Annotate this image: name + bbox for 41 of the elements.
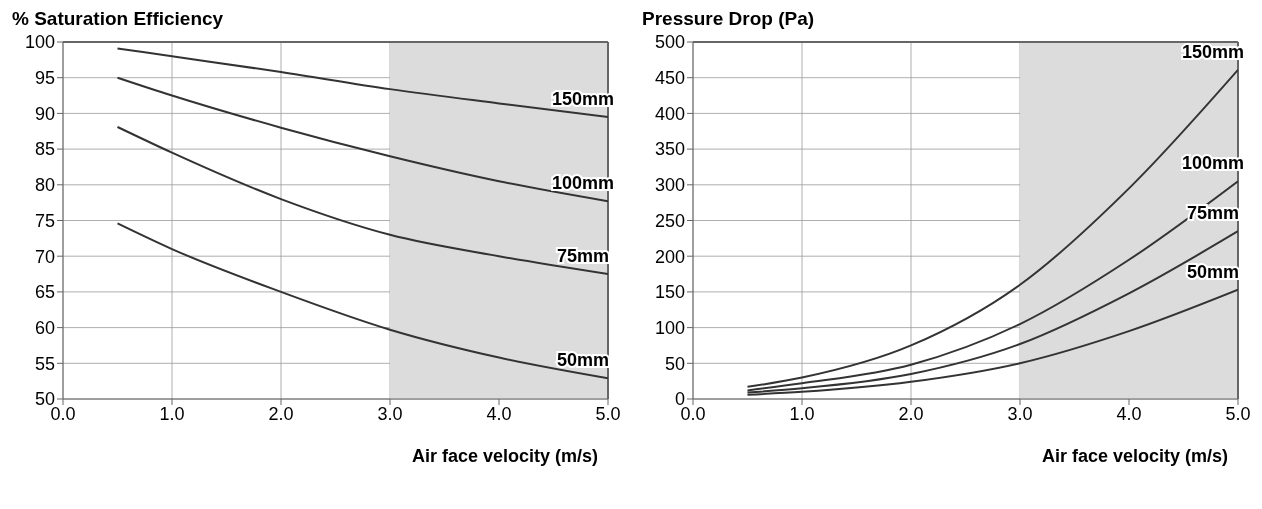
y-tick-label: 50 [664,353,685,374]
x-tick-label: 1.0 [789,403,815,424]
x-tick-label: 5.0 [595,403,621,424]
y-tick-label: 60 [34,317,55,338]
series-label: 100mm [551,173,615,194]
y-tick-label: 200 [654,246,685,267]
series-label: 75mm [556,246,610,267]
x-tick-label: 5.0 [1225,403,1251,424]
y-tick-label: 75 [34,210,55,231]
y-tick-label: 150 [654,282,685,303]
series-label: 150mm [1181,41,1245,62]
y-tick-label: 300 [654,175,685,196]
y-tick-label: 85 [34,139,55,160]
y-tick-label: 55 [34,353,55,374]
y-tick-label: 65 [34,282,55,303]
y-tick-label: 80 [34,175,55,196]
y-tick-label: 500 [654,32,685,53]
y-tick-label: 350 [654,139,685,160]
x-axis-title: Air face velocity (m/s) [1041,446,1228,467]
series-label: 150mm [551,88,615,109]
series-label: 100mm [1181,153,1245,174]
series-label: 50mm [1186,261,1240,282]
x-tick-label: 2.0 [898,403,924,424]
x-tick-label: 3.0 [377,403,403,424]
chart-title: Pressure Drop (Pa) [642,8,815,30]
y-tick-label: 70 [34,246,55,267]
x-axis-title: Air face velocity (m/s) [411,446,598,467]
y-tick-label: 400 [654,103,685,124]
x-tick-label: 3.0 [1007,403,1033,424]
chart-title: % Saturation Efficiency [12,8,224,30]
series-label: 50mm [556,350,610,371]
x-tick-label: 2.0 [268,403,294,424]
y-tick-label: 250 [654,210,685,231]
x-tick-label: 4.0 [486,403,512,424]
y-tick-label: 100 [654,317,685,338]
y-tick-label: 450 [654,68,685,89]
x-tick-label: 1.0 [159,403,185,424]
x-tick-label: 4.0 [1116,403,1142,424]
y-tick-label: 90 [34,103,55,124]
y-tick-label: 95 [34,68,55,89]
y-tick-label: 100 [24,32,55,53]
